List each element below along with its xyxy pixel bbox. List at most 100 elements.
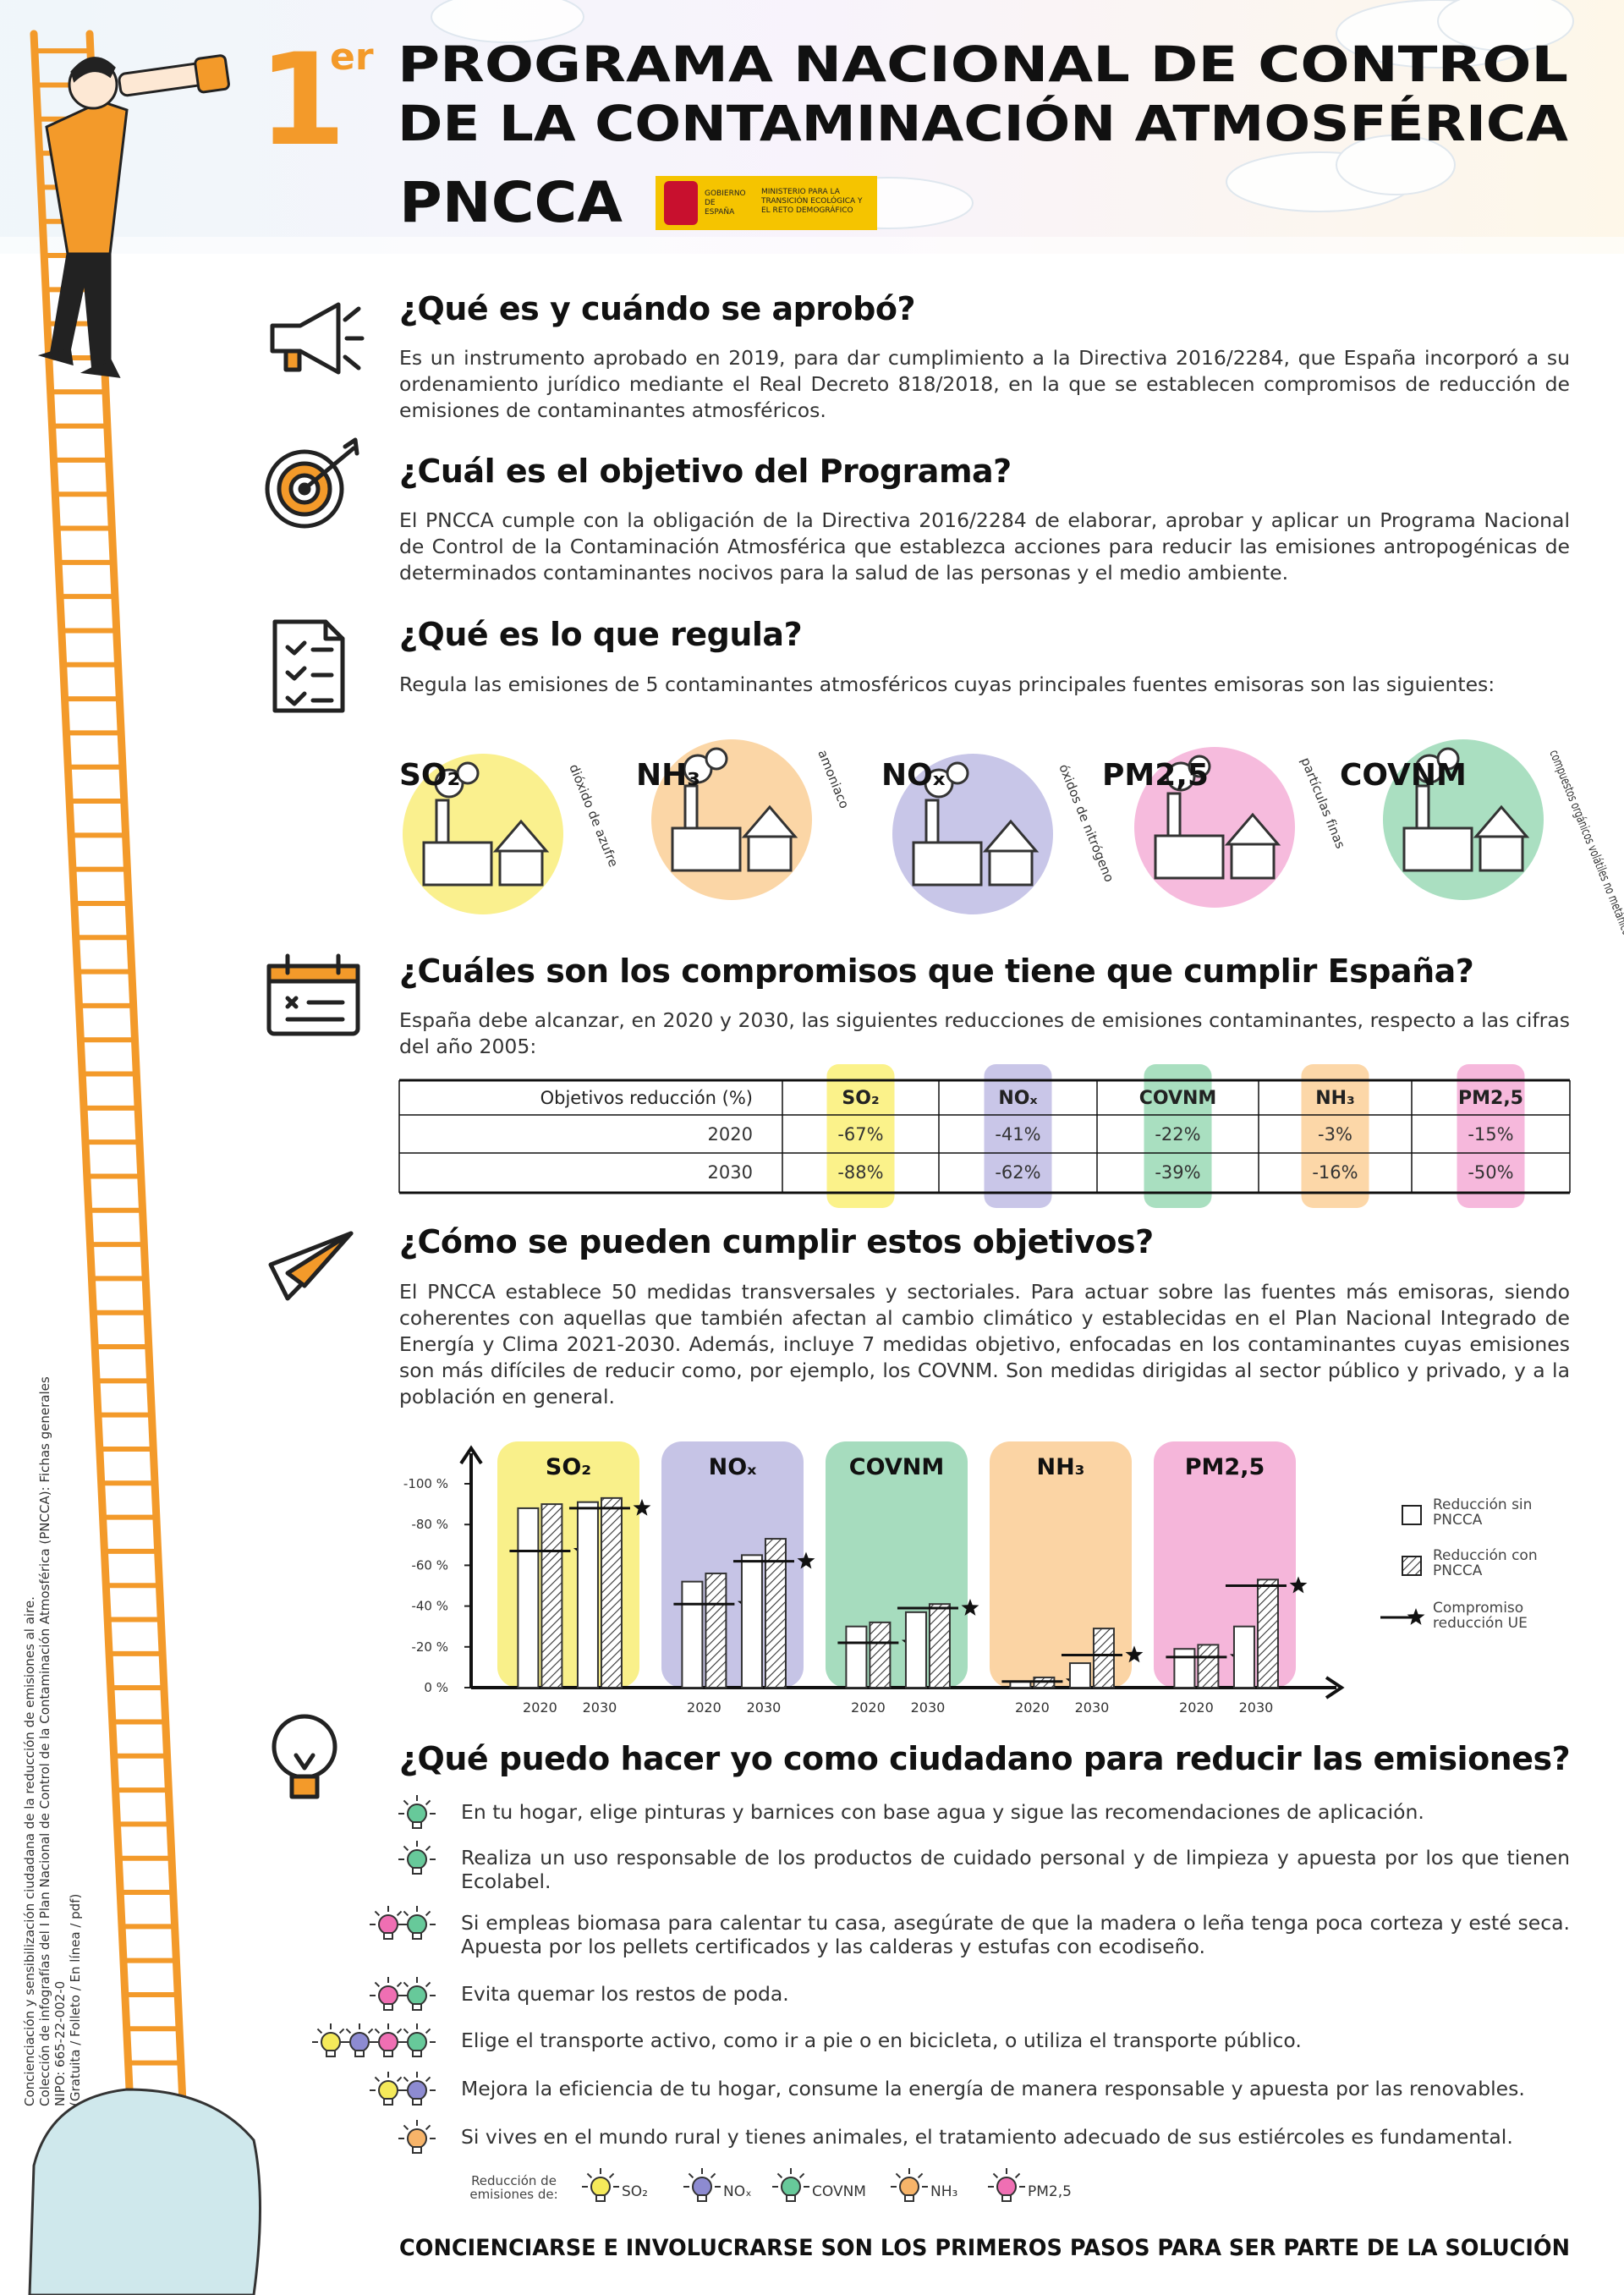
table-cell: -22%: [1155, 1124, 1200, 1145]
bulb-ray: [374, 2028, 381, 2034]
chimney: [1415, 784, 1430, 830]
pollutant-name: COVNM: [1340, 758, 1467, 793]
bulb-ray: [403, 2028, 409, 2034]
table-header: NH₃: [1315, 1088, 1354, 1109]
bar-with-plan: [600, 1496, 623, 1688]
x-tick-label: 2030: [1075, 1699, 1110, 1716]
bulb-ray: [688, 2172, 694, 2179]
bulb-ray: [403, 2124, 409, 2131]
section-heading: ¿Qué es y cuándo se aprobó?: [399, 290, 916, 327]
table-cell: -3%: [1318, 1124, 1352, 1145]
group-label: NH₃: [1036, 1454, 1084, 1480]
house: [498, 849, 544, 887]
pollutant-caption: amoniaco: [815, 748, 852, 811]
title-line: DE LA CONTAMINACIÓN ATMOSFÉRICA: [398, 94, 1568, 152]
section-heading: ¿Cómo se pueden cumplir estos objetivos?: [399, 1223, 1154, 1260]
bar-without-plan: [1173, 1648, 1196, 1688]
y-arrow: [459, 1445, 483, 1465]
column-highlight: [1457, 1064, 1525, 1208]
bulb-icon: [683, 2168, 721, 2202]
bulb-glass: [899, 2177, 919, 2197]
building: [1402, 826, 1473, 872]
bulb-base: [412, 1821, 422, 1829]
column-highlight: [826, 1064, 895, 1208]
smoke: [946, 761, 969, 785]
bulb-base: [595, 2194, 606, 2202]
x-tick-label: 2020: [687, 1699, 721, 1716]
bulb-base: [1001, 2194, 1012, 2202]
table-cell: 2030: [708, 1162, 753, 1183]
table-cell: -41%: [995, 1124, 1040, 1145]
action-text: Realiza un uso responsable de los produc…: [461, 1846, 1570, 1893]
smoke: [456, 761, 480, 785]
bulb-icon: [370, 2072, 407, 2106]
x-tick-label: 2030: [747, 1699, 782, 1716]
bulb-ray: [403, 1845, 409, 1852]
table-cell: -67%: [837, 1124, 883, 1145]
action-text: Mejora la eficiencia de tu hogar, consum…: [461, 2077, 1525, 2100]
y-tick-label: -100 %: [403, 1476, 448, 1491]
bulb-icon: [370, 2023, 407, 2057]
commitment-star: [1289, 1576, 1308, 1594]
legend-label: Reducción sin PNCCA: [1433, 1496, 1533, 1529]
legend-label: Compromiso reducción UE: [1433, 1600, 1528, 1632]
x-tick-label: 2030: [911, 1699, 946, 1716]
bar-with-plan: [764, 1538, 787, 1688]
pollutant-caption: dióxido de azufre: [566, 762, 621, 870]
legend-label: Reducción con PNCCA: [1433, 1547, 1538, 1579]
bulb-icon: [398, 1841, 436, 1875]
pollutant-caption: compuestos orgánicos volátiles no metáni…: [1546, 748, 1624, 942]
legend-star: [1407, 1608, 1425, 1625]
bulb-icon: [398, 2072, 436, 2106]
group-label: PM2,5: [1185, 1454, 1265, 1480]
bulb-icon: [891, 2168, 928, 2202]
chimney: [1166, 792, 1182, 837]
bulb-ray: [338, 2028, 345, 2034]
bulb-base: [383, 2003, 393, 2011]
bulb-glass: [378, 1985, 398, 2006]
legend-swatch: [1402, 1505, 1422, 1525]
bulb-ray: [396, 1910, 403, 1917]
bar-with-plan: [705, 1573, 727, 1689]
bulb-glass: [407, 2032, 427, 2052]
bulb-icon: [582, 2168, 619, 2202]
section-heading: ¿Cuáles son los compromisos que tiene qu…: [399, 953, 1474, 990]
key-item: NH₃: [930, 2183, 957, 2200]
x-tick-label: 2020: [523, 1699, 557, 1716]
bulb-glass: [407, 2128, 427, 2149]
y-tick-label: 0 %: [424, 1680, 448, 1695]
bulb-ray: [895, 2172, 902, 2179]
bulb-ray: [396, 1981, 403, 1988]
bulb-glass: [321, 2032, 341, 2052]
bulb-ray: [425, 1910, 431, 1917]
bulb-ray: [710, 2172, 716, 2179]
x-tick-label: 2020: [851, 1699, 886, 1716]
building: [912, 841, 983, 887]
bulb-icon: [398, 2023, 436, 2057]
bulb-glass: [349, 2032, 370, 2052]
bulb-glass: [407, 1985, 427, 2006]
bulb-glass: [378, 2080, 398, 2100]
bulb-ray: [374, 1981, 381, 1988]
bulb-glass: [407, 2080, 427, 2100]
bulb-ray: [367, 2028, 374, 2034]
pollutant-drawing: [1154, 755, 1281, 880]
bulb-glass: [407, 1804, 427, 1824]
bar-with-plan: [928, 1603, 951, 1688]
action-text: Si empleas biomasa para calentar tu casa…: [461, 1911, 1570, 1958]
bar-with-plan: [1197, 1644, 1220, 1689]
section-heading: ¿Cuál es el objetivo del Programa?: [399, 453, 1012, 490]
ministry-name: MINISTERIO PARA LA TRANSICIÓN ECOLÓGICA …: [761, 188, 863, 215]
bulb-glass: [378, 2032, 398, 2052]
side-note: (Gratuita / Folleto / En línea / pdf): [68, 1894, 83, 2106]
bulb-ray: [374, 2076, 381, 2083]
commitment-star: [797, 1551, 815, 1569]
table-cell: -50%: [1468, 1162, 1513, 1183]
bulb-glass: [781, 2177, 801, 2197]
bulb-ray: [425, 1799, 431, 1806]
legend-swatch: [1402, 1556, 1422, 1576]
key-item: NOₓ: [723, 2183, 752, 2200]
bar-with-plan: [1092, 1628, 1115, 1688]
commitment-star: [1125, 1645, 1144, 1663]
